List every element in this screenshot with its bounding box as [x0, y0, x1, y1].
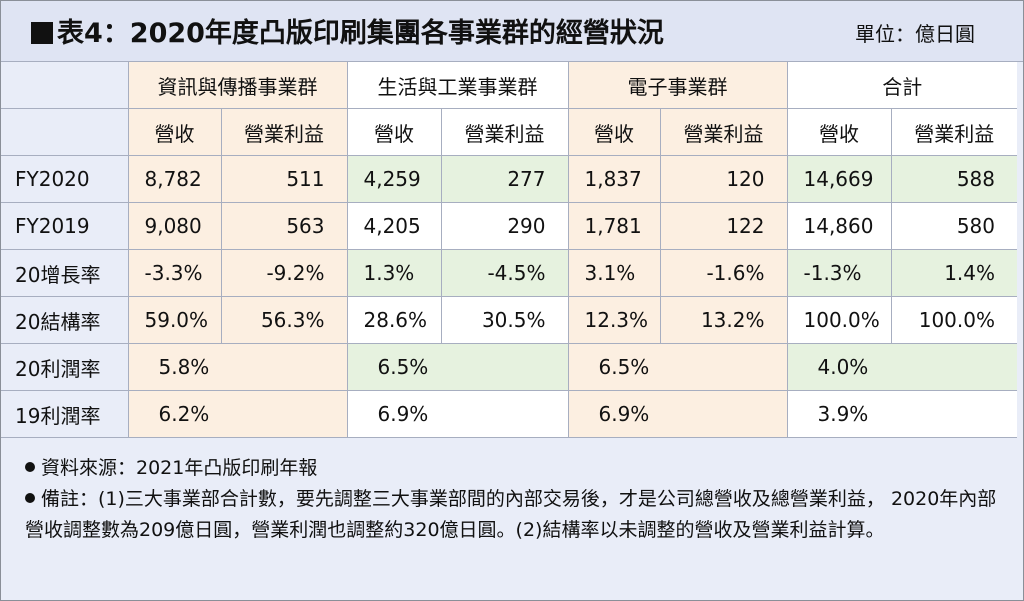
table-cell: 8,782: [127, 155, 222, 203]
table-cell: -3.3%: [127, 249, 222, 297]
table-cell: 3.9%: [786, 390, 1017, 438]
table-cell: 122: [659, 202, 788, 250]
table-cell: 14,860: [786, 202, 892, 250]
group-header: 合計: [786, 62, 1017, 109]
unit-label: 單位：億日圓: [855, 22, 975, 46]
table-cell: 6.5%: [346, 343, 569, 391]
table-cell: 6.5%: [567, 343, 788, 391]
table-row: 20增長率 -3.3% -9.2% 1.3% -4.5% 3.1% -1.6% …: [1, 249, 1017, 297]
row-label: FY2020: [1, 155, 129, 203]
title-bar: 表4：2020年度凸版印刷集團各事業群的經營狀況 單位：億日圓: [1, 1, 1023, 62]
table-cell: 12.3%: [567, 296, 661, 344]
table-cell: 4.0%: [786, 343, 1017, 391]
table-cell: -9.2%: [220, 249, 348, 297]
sub-header: 營收: [567, 108, 661, 156]
table-cell: 290: [440, 202, 569, 250]
row-label: 19利潤率: [1, 390, 129, 438]
table-cell: 120: [659, 155, 788, 203]
table-cell: 5.8%: [127, 343, 348, 391]
table-cell: 59.0%: [127, 296, 222, 344]
row-label: FY2019: [1, 202, 129, 250]
table-cell: 4,259: [346, 155, 442, 203]
table-cell: 9,080: [127, 202, 222, 250]
table-cell: -1.6%: [659, 249, 788, 297]
table-cell: 56.3%: [220, 296, 348, 344]
table-cell: 6.2%: [127, 390, 348, 438]
table-cell: 13.2%: [659, 296, 788, 344]
table-cell: 1,837: [567, 155, 661, 203]
table-row: 20結構率 59.0% 56.3% 28.6% 30.5% 12.3% 13.2…: [1, 296, 1017, 344]
table-cell: 30.5%: [440, 296, 569, 344]
sub-header: 營業利益: [890, 108, 1017, 156]
table-cell: -1.3%: [786, 249, 892, 297]
bullet-icon: [25, 493, 35, 503]
table-title: 表4：2020年度凸版印刷集團各事業群的經營狀況: [31, 11, 664, 50]
table-cell: 100.0%: [890, 296, 1017, 344]
sub-header: 營業利益: [220, 108, 348, 156]
sub-header: 營業利益: [659, 108, 788, 156]
table-cell: 1,781: [567, 202, 661, 250]
source-note: 資料來源：2021年凸版印刷年報: [25, 453, 1005, 484]
table-row: FY2020 8,782 511 4,259 277 1,837 120 14,…: [1, 155, 1017, 203]
table-row: 20利潤率 5.8% 6.5% 6.5% 4.0%: [1, 343, 1017, 391]
table-cell: 3.1%: [567, 249, 661, 297]
group-header: 資訊與傳播事業群: [127, 62, 348, 109]
table-title-text: 表4：2020年度凸版印刷集團各事業群的經營狀況: [57, 18, 664, 49]
table-cell: 588: [890, 155, 1017, 203]
remark-note: 備註：(1)三大事業部合計數，要先調整三大事業部間的內部交易後，才是公司總營收及…: [25, 484, 1005, 546]
sub-header-row: 營收 營業利益 營收 營業利益 營收 營業利益 營收 營業利益: [1, 108, 1017, 156]
table-cell: 4,205: [346, 202, 442, 250]
sub-header: 營業利益: [440, 108, 569, 156]
table-cell: -4.5%: [440, 249, 569, 297]
table-cell: 580: [890, 202, 1017, 250]
row-label: 20結構率: [1, 296, 129, 344]
notes-section: 資料來源：2021年凸版印刷年報 備註：(1)三大事業部合計數，要先調整三大事業…: [25, 453, 1005, 546]
table-cell: 1.3%: [346, 249, 442, 297]
table-cell: 28.6%: [346, 296, 442, 344]
data-table: 資訊與傳播事業群 生活與工業事業群 電子事業群 合計 營收 營業利益 營收 營業…: [1, 62, 1017, 438]
table-cell: 277: [440, 155, 569, 203]
remark-note-text: 備註：(1)三大事業部合計數，要先調整三大事業部間的內部交易後，才是公司總營收及…: [25, 488, 997, 541]
row-label: 20利潤率: [1, 343, 129, 391]
corner-cell: [1, 62, 129, 109]
bullet-icon: [25, 462, 35, 472]
table-cell: 6.9%: [567, 390, 788, 438]
group-header: 電子事業群: [567, 62, 788, 109]
sub-header: 營收: [786, 108, 892, 156]
table-cell: 14,669: [786, 155, 892, 203]
source-note-text: 資料來源：2021年凸版印刷年報: [41, 457, 318, 479]
table-cell: 6.9%: [346, 390, 569, 438]
corner-cell: [1, 108, 129, 156]
table-cell: 563: [220, 202, 348, 250]
row-label: 20增長率: [1, 249, 129, 297]
sub-header: 營收: [127, 108, 222, 156]
sub-header: 營收: [346, 108, 442, 156]
table-cell: 511: [220, 155, 348, 203]
group-header: 生活與工業事業群: [346, 62, 569, 109]
square-bullet-icon: [31, 22, 53, 44]
table-cell: 100.0%: [786, 296, 892, 344]
table-row: 19利潤率 6.2% 6.9% 6.9% 3.9%: [1, 390, 1017, 438]
group-header-row: 資訊與傳播事業群 生活與工業事業群 電子事業群 合計: [1, 62, 1017, 109]
table-row: FY2019 9,080 563 4,205 290 1,781 122 14,…: [1, 202, 1017, 250]
table-cell: 1.4%: [890, 249, 1017, 297]
